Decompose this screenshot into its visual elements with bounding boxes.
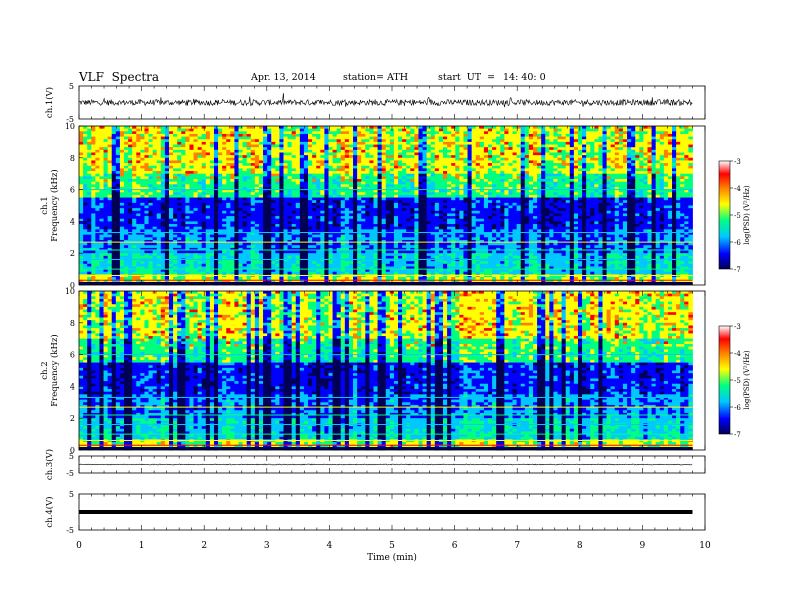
chart-title: VLF Spectra — [79, 70, 160, 84]
ch3-ytick-bottom: -5 — [66, 469, 74, 478]
ch1-colorbar — [718, 160, 731, 270]
x-tick-label: 7 — [514, 541, 520, 551]
x-tick-label: 3 — [264, 541, 270, 551]
ch1-freq-tick-label: 0 — [70, 281, 75, 290]
ch1-channel-label: ch.1 — [40, 196, 50, 214]
ch1-freq-tick-label: 10 — [65, 122, 75, 131]
ch2-colorbar-tick-label: -7 — [734, 431, 741, 439]
ch1-ytick-top: 5 — [69, 82, 74, 91]
station-label: station= ATH — [343, 72, 408, 83]
x-tick-label: 0 — [76, 541, 82, 551]
ch2-colorbar — [718, 325, 731, 435]
x-tick-label: 6 — [452, 541, 458, 551]
ch1-colorbar-tick-label: -6 — [734, 239, 741, 247]
ch4-ytick-bottom: -5 — [66, 526, 74, 535]
x-tick-label: 9 — [640, 541, 646, 551]
ch2-freq-tick-label: 8 — [70, 319, 75, 328]
ch2-freq-axis-label: Frequency (kHz) — [49, 334, 60, 406]
ch2-colorbar-tick-label: -5 — [734, 377, 741, 385]
ch1-spectrogram — [79, 126, 693, 286]
ch1-freq-tick-label: 6 — [70, 186, 75, 195]
ch1-colorbar-tick-label: -5 — [734, 212, 741, 220]
ch2-colorbar-tick-label: -4 — [734, 350, 741, 358]
x-tick-label: 8 — [577, 541, 583, 551]
ch1-ytick-bottom: -5 — [66, 115, 74, 124]
start-ut-label: start UT = — [438, 72, 496, 83]
ch2-freq-tick-label: 2 — [70, 414, 75, 423]
start-time-value: 14: 40: 0 — [503, 72, 546, 83]
ch2-spectrogram — [79, 291, 693, 451]
ch2-freq-tick-label: 4 — [70, 382, 75, 391]
ch2-freq-tick-label: 0 — [70, 446, 75, 455]
ch3-ylabel: ch.3(V) — [44, 449, 55, 480]
ch2-colorbar-label: log(PSD) (V²/Hz) — [743, 350, 751, 409]
ch1-colorbar-tick-label: -3 — [734, 158, 741, 166]
ch2-freq-tick-label: 6 — [70, 351, 75, 360]
ch4-ylabel: ch.4(V) — [44, 496, 55, 527]
ch2-colorbar-tick-label: -3 — [734, 323, 741, 331]
ch4-waveform-trace — [79, 510, 693, 514]
x-tick-label: 1 — [139, 541, 145, 551]
date-label: Apr. 13, 2014 — [251, 72, 316, 83]
ch2-freq-tick-label: 10 — [65, 287, 75, 296]
ch3-waveform-trace — [78, 463, 693, 466]
x-tick-label: 4 — [327, 541, 333, 551]
ch2-channel-label: ch.2 — [40, 361, 50, 379]
ch3-ytick-top: 5 — [69, 452, 74, 461]
ch1-freq-tick-label: 2 — [70, 249, 75, 258]
x-tick-label: 10 — [699, 541, 711, 551]
x-tick-label: 2 — [201, 541, 207, 551]
ch1-colorbar-tick-label: -4 — [734, 185, 741, 193]
ch1-freq-axis-label: Frequency (kHz) — [49, 169, 60, 241]
ch1-freq-tick-label: 4 — [70, 217, 75, 226]
ch1-freq-tick-label: 8 — [70, 154, 75, 163]
ch1-colorbar-tick-label: -7 — [734, 266, 741, 274]
ch4-ytick-top: 5 — [69, 490, 74, 499]
ch2-colorbar-tick-label: -6 — [734, 404, 741, 412]
ch1-waveform-trace — [78, 92, 693, 108]
ch1-ylabel: ch.1(V) — [44, 87, 55, 118]
ch1-colorbar-label: log(PSD) (V²/Hz) — [743, 185, 751, 244]
x-axis-label: Time (min) — [367, 552, 417, 563]
x-tick-label: 5 — [389, 541, 395, 551]
